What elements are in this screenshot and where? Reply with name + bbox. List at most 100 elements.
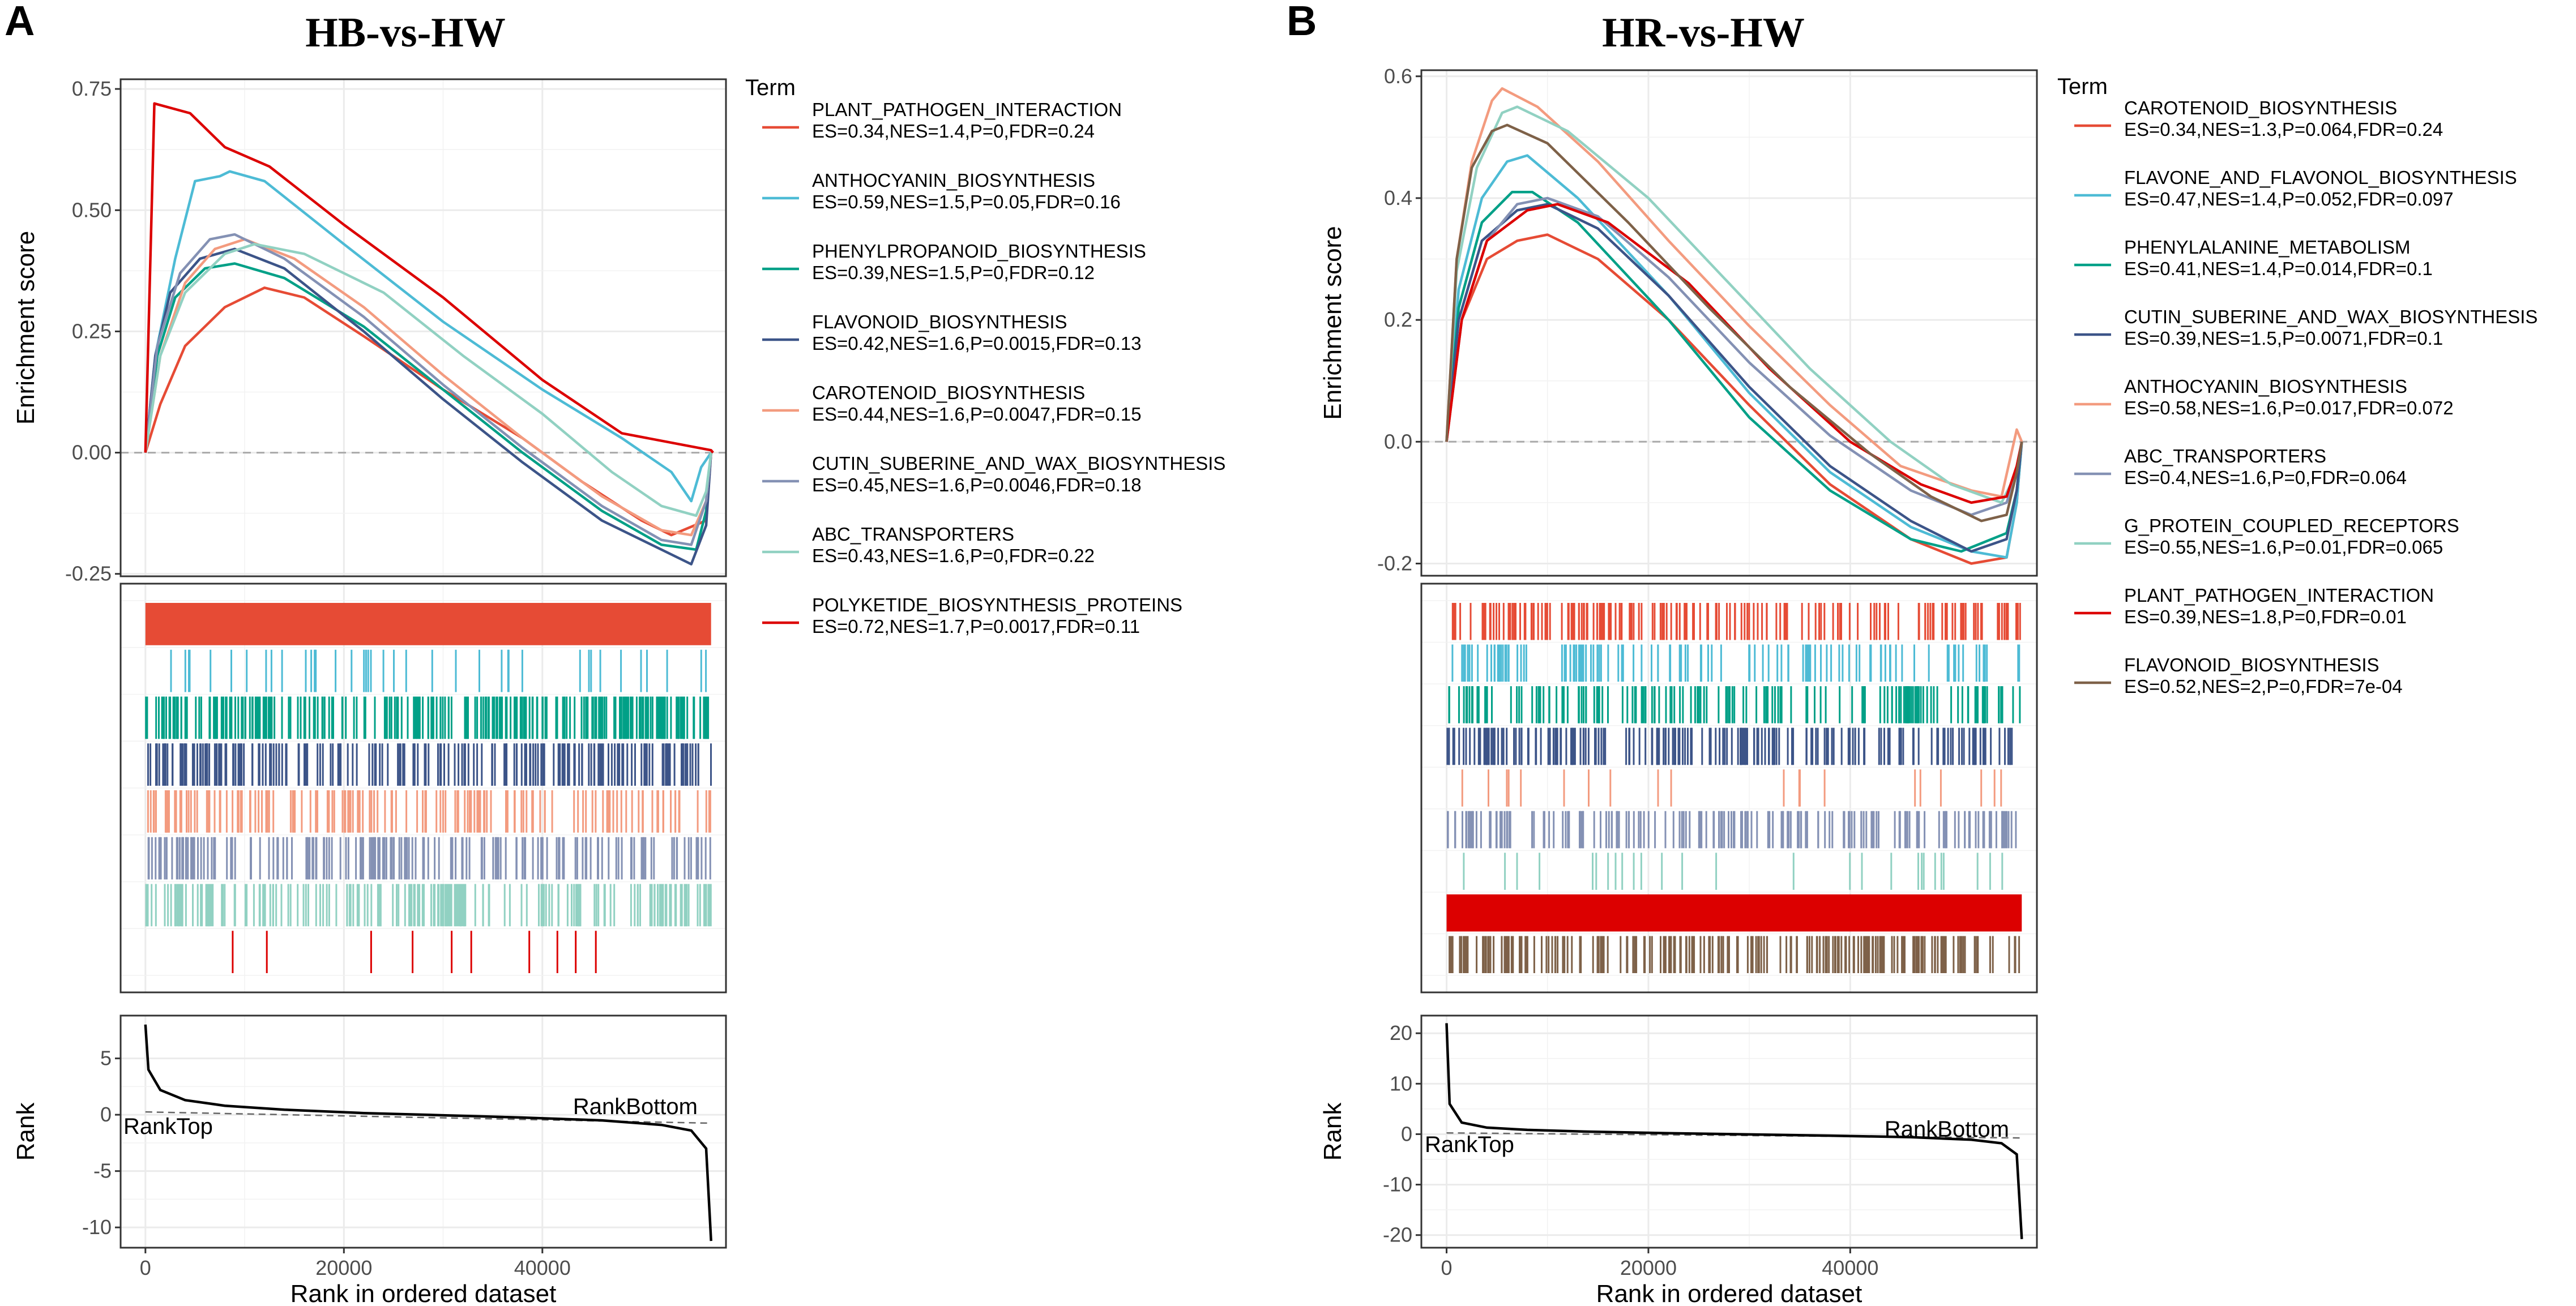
y-tick-label: 0.6 [1384,65,1412,88]
rank-curve [1445,1023,2023,1239]
x-tick-label: 40000 [1822,1256,1878,1279]
es-line-anthocyanin-biosynthesis [1445,87,2023,498]
hit-bar [1446,894,2022,932]
legend-item-plant-pathogen-interaction: PLANT_PATHOGEN_INTERACTIONES=0.34,NES=1.… [762,99,1122,142]
es-line-cutin-suberine-and-wax-biosynthesis [144,233,712,546]
y-tick-label: 0 [1401,1122,1412,1145]
hit-row-phenylalanine-metabolism [1448,686,2021,723]
legend-term-stats: ES=0.39,NES=1.8,P=0,FDR=0.01 [2124,606,2407,627]
legend-item-anthocyanin-biosynthesis: ANTHOCYANIN_BIOSYNTHESISES=0.59,NES=1.5,… [762,170,1121,212]
hit-row-cutin-suberine-and-wax-biosynthesis [147,837,711,880]
legend-term-stats: ES=0.39,NES=1.5,P=0,FDR=0.12 [812,262,1095,283]
rank-panel-a [119,1014,727,1249]
legend-item-flavone-and-flavonol-biosynthesis: FLAVONE_AND_FLAVONOL_BIOSYNTHESISES=0.47… [2074,167,2517,209]
legend-term-stats: ES=0.52,NES=2,P=0,FDR=7e-04 [2124,676,2403,697]
y-tick-label: 0.0 [1384,430,1412,453]
legend-term-name: G_PROTEIN_COUPLED_RECEPTORS [2124,515,2459,536]
enrichment-y-axis-label: Enrichment score [12,231,40,425]
legend-term-name: PLANT_PATHOGEN_INTERACTION [2124,585,2434,606]
y-tick-label: 0.4 [1384,186,1412,209]
legend-item-abc-transporters: ABC_TRANSPORTERSES=0.4,NES=1.6,P=0,FDR=0… [2074,446,2407,488]
legend-term-name: CUTIN_SUBERINE_AND_WAX_BIOSYNTHESIS [812,453,1225,474]
x-tick-label: 20000 [315,1256,372,1279]
y-tick-label: 0.00 [72,441,112,464]
legend-item-carotenoid-biosynthesis: CAROTENOID_BIOSYNTHESISES=0.44,NES=1.6,P… [762,382,1142,425]
hit-row-anthocyanin-biosynthesis [170,649,707,692]
hit-row-plant-pathogen-interaction [1446,894,2022,932]
panel-border [1420,69,2038,577]
y-tick-label: 10 [1390,1072,1412,1095]
legend-term-name: POLYKETIDE_BIOSYNTHESIS_PROTEINS [812,594,1182,615]
hit-row-abc-transporters [145,884,712,927]
legend-term-stats: ES=0.47,NES=1.4,P=0.052,FDR=0.097 [2124,189,2454,209]
legend-term-stats: ES=0.43,NES=1.6,P=0,FDR=0.22 [812,545,1095,566]
legend-term-name: FLAVONE_AND_FLAVONOL_BIOSYNTHESIS [2124,167,2517,188]
legend-item-cutin-suberine-and-wax-biosynthesis: CUTIN_SUBERINE_AND_WAX_BIOSYNTHESISES=0.… [2074,306,2537,349]
rank-y-axis-label: Rank [1319,1102,1347,1161]
legend-term-stats: ES=0.34,NES=1.4,P=0,FDR=0.24 [812,121,1095,142]
legend-item-flavonoid-biosynthesis: FLAVONOID_BIOSYNTHESISES=0.52,NES=2,P=0,… [2074,654,2403,697]
panel-border [119,78,727,577]
legend-term-name: ANTHOCYANIN_BIOSYNTHESIS [2124,376,2407,397]
x-tick-label: 0 [140,1256,151,1279]
enrichment-y-axis-label: Enrichment score [1319,226,1347,419]
y-tick-label: -0.2 [1377,551,1412,575]
x-tick-label: 0 [1441,1256,1453,1279]
rank-panel-b [1420,1014,2038,1249]
panel-b: B HR-vs-HW -0.2 0.0 0.2 0.4 0.6 Enrichment sc… [1287,0,2537,1306]
rank-top-label: RankTop [1425,1132,1514,1157]
y-tick-label: 20 [1390,1021,1412,1044]
panel-border [119,1014,727,1249]
legend-term-name: ANTHOCYANIN_BIOSYNTHESIS [812,170,1095,191]
y-tick-label: -10 [1383,1173,1412,1196]
panel-a: A HB-vs-HW -0.25 0.00 0.25 0.50 0.75 Enrichme… [5,0,1225,1306]
es-line-carotenoid-biosynthesis [144,238,712,537]
legend-term-name: ABC_TRANSPORTERS [812,524,1014,545]
hit-row-polyketide-biosynthesis-proteins [232,931,597,973]
legend-term-name: FLAVONOID_BIOSYNTHESIS [2124,654,2380,675]
hit-row-carotenoid-biosynthesis [1451,603,2021,640]
rank-y-axis-label: Rank [12,1102,40,1161]
legend-term-stats: ES=0.34,NES=1.3,P=0.064,FDR=0.24 [2124,119,2443,140]
legend-term-name: PLANT_PATHOGEN_INTERACTION [812,99,1122,120]
hit-row-flavone-and-flavonol-biosynthesis [1451,644,2020,682]
es-line-phenylpropanoid-biosynthesis [144,262,712,551]
hit-row-g-protein-coupled-receptors [1463,853,2003,890]
y-tick-label: 5 [100,1047,112,1070]
rank-bottom-label: RankBottom [1885,1117,2009,1142]
rank-curve [144,1024,712,1241]
legend-item-phenylpropanoid-biosynthesis: PHENYLPROPANOID_BIOSYNTHESISES=0.39,NES=… [762,241,1146,283]
y-tick-label: 0 [100,1103,112,1126]
es-line-cutin-suberine-and-wax-biosynthesis [1445,203,2023,553]
legend-item-plant-pathogen-interaction: PLANT_PATHOGEN_INTERACTIONES=0.39,NES=1.… [2074,585,2434,627]
panel-title-b: HR-vs-HW [1602,10,1805,56]
es-line-plant-pathogen-interaction [144,286,712,537]
legend-item-cutin-suberine-and-wax-biosynthesis: CUTIN_SUBERINE_AND_WAX_BIOSYNTHESISES=0.… [762,453,1225,495]
x-axis-label: Rank in ordered dataset [291,1280,557,1306]
es-line-anthocyanin-biosynthesis [144,170,712,503]
enrichment-panel-b [1420,69,2038,577]
legend-term-name: CAROTENOID_BIOSYNTHESIS [2124,97,2397,118]
legend-term-name: CUTIN_SUBERINE_AND_WAX_BIOSYNTHESIS [2124,306,2537,327]
panel-letter-b: B [1287,0,1317,44]
hit-row-phenylpropanoid-biosynthesis [145,696,710,739]
legend-term-stats: ES=0.44,NES=1.6,P=0.0047,FDR=0.15 [812,404,1142,425]
legend-term-stats: ES=0.58,NES=1.6,P=0.017,FDR=0.072 [2124,397,2454,418]
legend-item-anthocyanin-biosynthesis: ANTHOCYANIN_BIOSYNTHESISES=0.58,NES=1.6,… [2074,376,2454,418]
panel-border [119,583,727,994]
legend-term-name: FLAVONOID_BIOSYNTHESIS [812,311,1067,332]
es-line-phenylalanine-metabolism [1445,190,2023,553]
es-line-carotenoid-biosynthesis [1445,233,2023,565]
hit-row-flavonoid-biosynthesis [147,743,712,786]
rank-bottom-label: RankBottom [573,1094,698,1119]
legend-item-polyketide-biosynthesis-proteins: POLYKETIDE_BIOSYNTHESIS_PROTEINSES=0.72,… [762,594,1182,637]
x-axis-label: Rank in ordered dataset [1596,1280,1862,1306]
y-tick-label: 0.2 [1384,308,1412,331]
y-tick-label: 0.25 [72,319,112,342]
es-line-abc-transporters [1445,196,2023,516]
y-tick-label: -10 [82,1215,112,1239]
hit-row-carotenoid-biosynthesis [147,790,711,833]
y-tick-label: -5 [93,1159,112,1183]
y-tick-label: -20 [1383,1223,1412,1247]
